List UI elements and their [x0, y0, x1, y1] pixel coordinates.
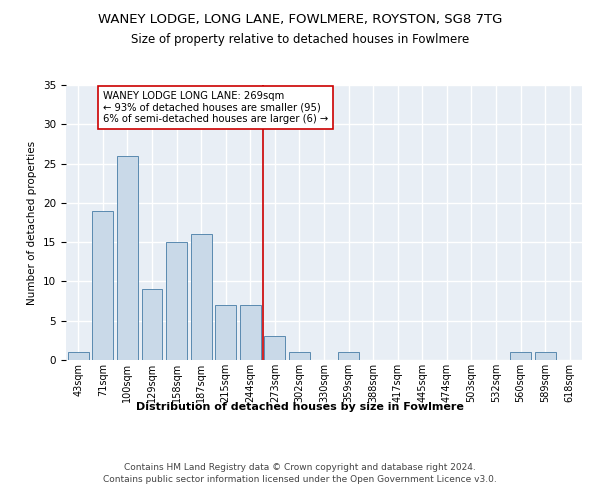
Bar — [68, 352, 89, 360]
Text: Size of property relative to detached houses in Fowlmere: Size of property relative to detached ho… — [131, 32, 469, 46]
Bar — [215, 305, 236, 360]
Text: WANEY LODGE, LONG LANE, FOWLMERE, ROYSTON, SG8 7TG: WANEY LODGE, LONG LANE, FOWLMERE, ROYSTO… — [98, 12, 502, 26]
Bar — [142, 290, 163, 360]
Bar — [166, 242, 187, 360]
Bar — [510, 352, 531, 360]
Bar — [117, 156, 138, 360]
Bar — [240, 305, 261, 360]
Text: Contains HM Land Registry data © Crown copyright and database right 2024.
Contai: Contains HM Land Registry data © Crown c… — [103, 462, 497, 484]
Bar — [265, 336, 286, 360]
Bar — [289, 352, 310, 360]
Text: WANEY LODGE LONG LANE: 269sqm
← 93% of detached houses are smaller (95)
6% of se: WANEY LODGE LONG LANE: 269sqm ← 93% of d… — [103, 92, 328, 124]
Bar — [191, 234, 212, 360]
Text: Distribution of detached houses by size in Fowlmere: Distribution of detached houses by size … — [136, 402, 464, 412]
Bar — [535, 352, 556, 360]
Y-axis label: Number of detached properties: Number of detached properties — [28, 140, 37, 304]
Bar — [92, 210, 113, 360]
Bar — [338, 352, 359, 360]
